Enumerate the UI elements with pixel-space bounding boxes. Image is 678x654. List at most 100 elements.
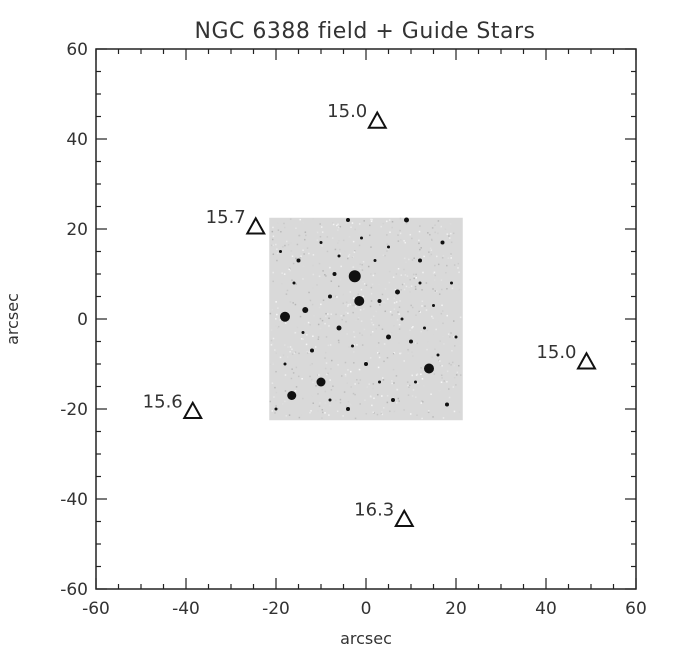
- inset-noise: [282, 354, 285, 357]
- inset-noise: [392, 276, 395, 278]
- inset-noise: [353, 331, 355, 333]
- inset-noise: [441, 257, 444, 259]
- inset-noise: [351, 266, 354, 268]
- inset-noise: [453, 364, 456, 367]
- inset-noise: [306, 350, 308, 353]
- inset-noise: [392, 334, 395, 337]
- inset-noise: [312, 287, 314, 289]
- inset-noise: [292, 372, 295, 374]
- inset-noise: [270, 344, 273, 346]
- inset-noise: [310, 410, 312, 412]
- inset-noise: [360, 288, 363, 291]
- inset-noise: [434, 274, 436, 277]
- inset-noise: [446, 370, 449, 373]
- inset-noise: [371, 283, 374, 286]
- inset-noise: [284, 374, 287, 376]
- inset-noise: [321, 411, 324, 414]
- inset-noise: [447, 333, 450, 335]
- inset-noise: [345, 301, 348, 304]
- inset-noise: [339, 398, 342, 401]
- inset-noise: [407, 394, 410, 396]
- guide-star-magnitude: 15.7: [206, 207, 246, 228]
- inset-noise: [431, 315, 433, 318]
- inset-noise: [318, 275, 321, 278]
- inset-star: [440, 240, 445, 245]
- inset-noise: [398, 342, 400, 344]
- inset-noise: [386, 401, 389, 404]
- inset-noise: [343, 314, 345, 317]
- inset-noise: [450, 257, 452, 259]
- inset-noise: [337, 226, 340, 229]
- inset-noise: [436, 255, 438, 258]
- inset-noise: [304, 231, 307, 233]
- inset-noise: [319, 327, 322, 330]
- inset-noise: [440, 381, 443, 384]
- inset-noise: [277, 229, 280, 231]
- inset-noise: [370, 246, 372, 248]
- inset-noise: [291, 368, 293, 370]
- inset-noise: [370, 292, 373, 295]
- inset-noise: [317, 323, 320, 326]
- inset-noise: [360, 320, 363, 322]
- inset-noise: [277, 222, 279, 224]
- inset-noise: [321, 417, 323, 419]
- inset-noise: [309, 299, 312, 302]
- inset-noise: [344, 250, 346, 253]
- inset-noise: [317, 336, 320, 338]
- inset-noise: [342, 239, 345, 242]
- inset-noise: [386, 395, 389, 397]
- inset-noise: [281, 283, 283, 285]
- inset-noise: [452, 232, 455, 235]
- inset-noise: [370, 273, 372, 275]
- inset-noise: [429, 255, 431, 257]
- inset-noise: [376, 393, 379, 396]
- inset-star: [328, 398, 332, 402]
- inset-noise: [421, 400, 423, 402]
- inset-noise: [449, 400, 451, 403]
- inset-noise: [458, 271, 460, 274]
- inset-noise: [379, 304, 381, 306]
- inset-noise: [383, 360, 385, 363]
- inset-noise: [416, 414, 418, 416]
- inset-noise: [313, 314, 315, 317]
- inset-noise: [397, 311, 399, 313]
- inset-noise: [350, 370, 352, 373]
- inset-noise: [322, 299, 325, 302]
- inset-noise: [369, 357, 372, 359]
- inset-noise: [412, 355, 414, 357]
- inset-noise: [407, 352, 410, 354]
- inset-noise: [394, 401, 397, 404]
- inset-noise: [419, 225, 421, 227]
- inset-noise: [362, 280, 364, 283]
- inset-noise: [458, 364, 460, 367]
- inset-noise: [411, 395, 414, 397]
- inset-noise: [295, 257, 297, 260]
- x-tick-label: -20: [262, 599, 290, 619]
- inset-noise: [373, 412, 375, 414]
- inset-noise: [381, 293, 384, 296]
- inset-noise: [386, 298, 389, 300]
- inset-noise: [359, 267, 362, 270]
- inset-noise: [280, 230, 282, 233]
- inset-noise: [381, 328, 384, 330]
- inset-noise: [420, 402, 423, 404]
- inset-noise: [414, 288, 417, 290]
- inset-noise: [354, 250, 356, 252]
- inset-noise: [439, 364, 442, 367]
- inset-noise: [413, 257, 415, 259]
- inset-noise: [291, 255, 294, 258]
- inset-noise: [453, 336, 455, 338]
- inset-noise: [411, 374, 413, 377]
- inset-noise: [350, 403, 352, 406]
- inset-noise: [317, 338, 320, 340]
- inset-noise: [459, 374, 462, 376]
- field-image-inset: [269, 217, 463, 421]
- inset-noise: [331, 359, 333, 362]
- inset-noise: [343, 391, 346, 393]
- inset-star: [301, 331, 305, 334]
- inset-noise: [332, 222, 334, 224]
- inset-noise: [340, 265, 342, 268]
- inset-noise: [446, 288, 448, 290]
- inset-noise: [332, 385, 334, 387]
- inset-noise: [298, 352, 300, 355]
